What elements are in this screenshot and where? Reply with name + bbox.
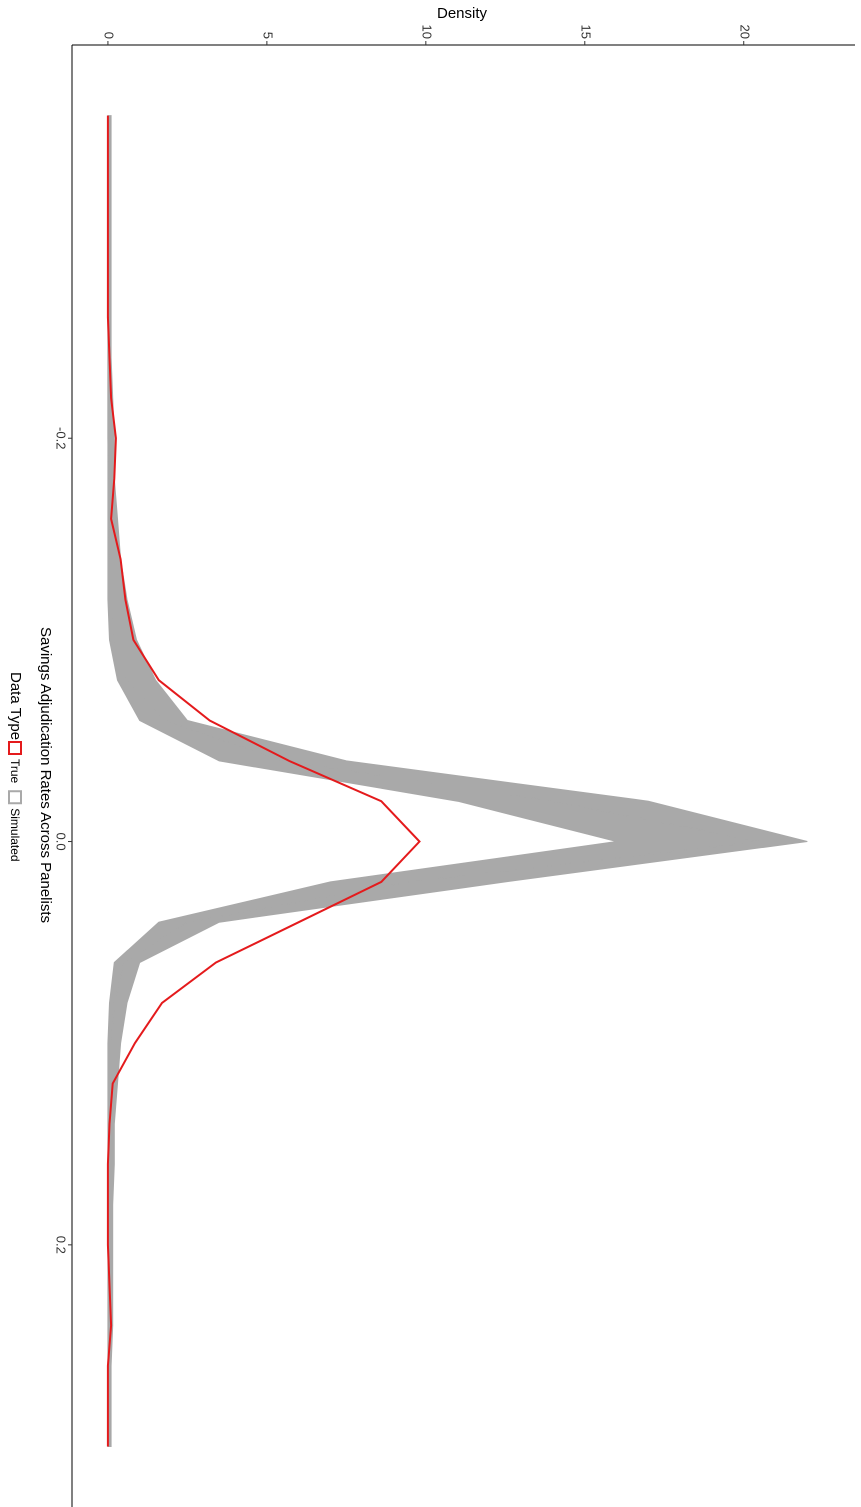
- density-line: [106, 115, 421, 1447]
- y-tick-label: 15: [578, 25, 593, 39]
- simulated-envelope: [107, 115, 808, 1447]
- x-tick-label: 0.0: [54, 832, 69, 850]
- legend-title: Data Type: [7, 672, 24, 740]
- chart-title: Savings Adjudication Rates Across Paneli…: [37, 627, 54, 923]
- x-tick-label: 0.2: [54, 1236, 69, 1254]
- y-tick-label: 20: [737, 25, 752, 39]
- legend-key: [8, 790, 22, 805]
- y-tick-label: 5: [260, 32, 275, 39]
- y-axis-title: Density: [437, 5, 488, 22]
- legend-label: True: [8, 759, 22, 784]
- legend-key: [8, 741, 22, 755]
- legend: Data Type True Simulated: [7, 672, 24, 862]
- x-tick-label: -0.2: [54, 427, 69, 449]
- legend-label: Simulated: [8, 808, 22, 861]
- y-tick-label: 10: [419, 25, 434, 39]
- y-tick-label: 0: [101, 32, 116, 39]
